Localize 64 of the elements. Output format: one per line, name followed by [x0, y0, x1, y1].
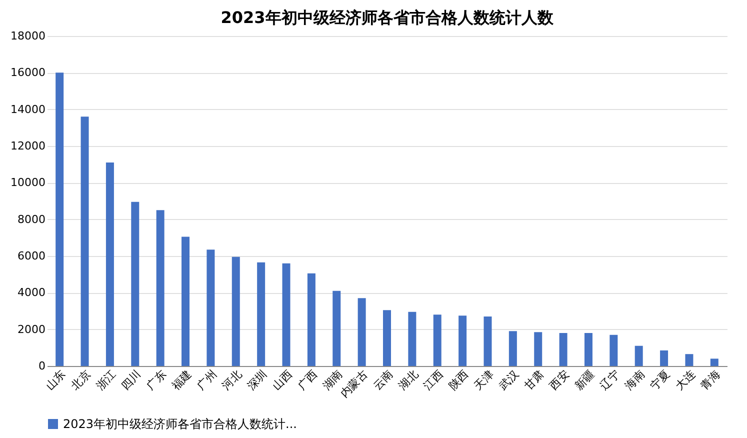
- bar: [307, 273, 316, 366]
- y-tick-label: 2000: [18, 322, 46, 336]
- bar: [508, 331, 517, 366]
- x-tick-label: 广东: [144, 368, 169, 393]
- bar: [484, 316, 492, 366]
- x-tick-label: 深圳: [244, 368, 270, 393]
- y-tick-label: 0: [38, 360, 46, 372]
- bar: [584, 333, 592, 366]
- x-tick-label: 辽宁: [597, 368, 622, 393]
- y-tick-label: 12000: [10, 140, 46, 152]
- bar: [634, 346, 643, 366]
- x-tick-label: 陕西: [446, 368, 472, 393]
- bar: [232, 256, 240, 366]
- y-tick-label: 14000: [10, 102, 46, 116]
- x-tick-label: 河北: [220, 368, 244, 393]
- bar: [332, 290, 341, 366]
- x-tick-label: 武汉: [496, 368, 522, 393]
- bar: [458, 316, 467, 366]
- x-tick-label: 甘肃: [522, 368, 547, 393]
- x-tick-label: 天津: [471, 368, 496, 393]
- bar: [282, 263, 290, 366]
- bar: [559, 333, 568, 366]
- bar: [257, 262, 266, 366]
- y-tick-label: 18000: [10, 30, 46, 42]
- bar: [56, 72, 64, 366]
- x-tick-label: 山西: [270, 368, 295, 393]
- bar: [80, 116, 89, 366]
- bar: [206, 250, 215, 366]
- legend-label: 2023年初中级经济师各省市合格人数统计...: [63, 417, 297, 431]
- y-tick-label: 10000: [10, 176, 46, 190]
- y-tick-label: 16000: [10, 66, 46, 80]
- bar: [358, 298, 366, 366]
- x-tick-label: 云南: [370, 368, 396, 393]
- x-tick-label: 山东: [43, 368, 68, 393]
- x-tick-label: 西安: [547, 368, 572, 393]
- bar: [685, 354, 694, 366]
- x-tick-label: 浙江: [94, 368, 118, 393]
- x-tick-label: 湖北: [396, 368, 421, 393]
- x-tick-label: 青海: [698, 368, 723, 393]
- x-tick-label: 福建: [169, 368, 194, 393]
- x-tick-label: 江西: [421, 368, 446, 393]
- x-tick-label: 海南: [622, 368, 648, 393]
- bar: [383, 310, 391, 366]
- x-tick-label: 宁夏: [648, 368, 673, 393]
- bar: [433, 314, 442, 366]
- bar: [156, 210, 164, 366]
- bar: [408, 312, 416, 366]
- x-tick-label: 四川: [118, 368, 144, 393]
- chart-title: 2023年初中级经济师各省市合格人数统计人数: [220, 8, 554, 27]
- y-tick-label: 6000: [18, 250, 46, 262]
- y-tick-label: 8000: [18, 212, 46, 226]
- y-tick-label: 4000: [18, 286, 46, 300]
- bar: [182, 236, 190, 366]
- x-tick-label: 大连: [672, 368, 698, 393]
- x-tick-label: 北京: [68, 368, 94, 393]
- bar: [710, 358, 718, 366]
- bar: [106, 162, 114, 366]
- bar: [534, 332, 542, 366]
- x-tick-label: 新疆: [572, 368, 597, 393]
- bar: [131, 202, 140, 366]
- x-tick-label: 广州: [194, 368, 220, 393]
- x-tick-label: 广西: [295, 368, 320, 393]
- bar: [610, 334, 618, 366]
- bar: [660, 350, 668, 366]
